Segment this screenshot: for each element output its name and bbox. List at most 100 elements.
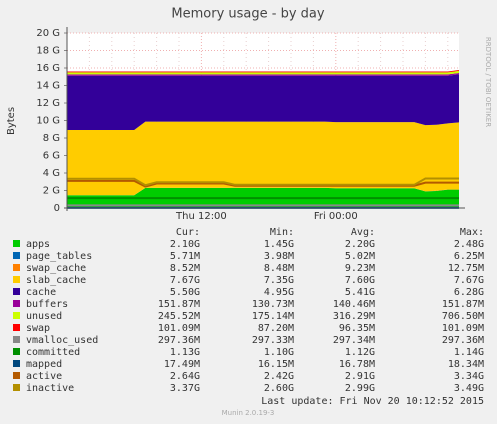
legend-stat: 6.25M xyxy=(454,251,484,262)
y-tick-label: 18 G xyxy=(36,46,60,57)
legend-label: buffers xyxy=(26,299,68,310)
legend-label: inactive xyxy=(26,383,74,394)
legend-stat: 101.09M xyxy=(158,323,200,334)
legend-stat: 2.99G xyxy=(345,383,375,394)
legend-swatch xyxy=(13,324,20,331)
legend-stat: 9.23M xyxy=(345,263,375,274)
legend-stat: 245.52M xyxy=(158,311,200,322)
legend-stat: 8.52M xyxy=(170,263,200,274)
legend-stat: 151.87M xyxy=(442,299,484,310)
legend-swatch xyxy=(13,384,20,391)
area-slab-cache xyxy=(67,121,459,196)
legend-stat: 3.98M xyxy=(264,251,294,262)
legend-stat: 5.71M xyxy=(170,251,200,262)
chart-title: Memory usage - by day xyxy=(171,7,324,22)
y-axis-label: Bytes xyxy=(6,107,17,135)
axes: 0 2 G 4 G 6 G 8 G 10 G 12 G 14 G 16 G 18 G 20 G Thu… xyxy=(36,27,465,222)
legend-stat: 2.10G xyxy=(170,239,200,250)
legend-header: Min: xyxy=(270,227,294,238)
area-swap xyxy=(67,69,459,73)
legend-label: committed xyxy=(26,347,80,358)
legend-stat: 2.48G xyxy=(454,239,484,250)
legend-stat: 5.50G xyxy=(170,287,200,298)
y-tick-label: 20 G xyxy=(36,28,60,39)
area-cache xyxy=(67,74,459,130)
y-tick-label: 0 xyxy=(54,203,60,214)
y-tick-label: 14 G xyxy=(36,81,60,92)
legend-stat: 2.42G xyxy=(264,371,294,382)
footer: Munin 2.0.19-3 xyxy=(222,409,275,417)
line-inactive xyxy=(67,177,459,187)
legend-stat: 316.29M xyxy=(333,311,375,322)
side-text: RRDTOOL / TOBI OETIKER xyxy=(484,37,492,127)
legend-swatch xyxy=(13,240,20,247)
y-tick-label: 4 G xyxy=(43,168,60,179)
legend-stat: 96.35M xyxy=(339,323,375,334)
areas xyxy=(67,69,459,208)
legend-stat: 7.67G xyxy=(454,275,484,286)
legend-stat: 297.34M xyxy=(333,335,375,346)
legend-swatch xyxy=(13,348,20,355)
legend-stat: 297.36M xyxy=(158,335,200,346)
legend-stat: 8.48M xyxy=(264,263,294,274)
legend-stat: 1.13G xyxy=(170,347,200,358)
legend-stat: 101.09M xyxy=(442,323,484,334)
legend-stat: 17.49M xyxy=(164,359,200,370)
legend-stat: 151.87M xyxy=(158,299,200,310)
legend-stat: 7.35G xyxy=(264,275,294,286)
legend-swatch xyxy=(13,264,20,271)
legend-label: slab_cache xyxy=(26,275,86,286)
legend-swatch xyxy=(13,360,20,367)
legend-swatch xyxy=(13,276,20,283)
legend-stat: 1.14G xyxy=(454,347,484,358)
y-tick-label: 12 G xyxy=(36,98,60,109)
legend-header: Max: xyxy=(460,227,484,238)
legend-swatch xyxy=(13,288,20,295)
x-tick-label: Thu 12:00 xyxy=(175,211,227,222)
legend-stat: 2.20G xyxy=(345,239,375,250)
y-tick-label: 8 G xyxy=(43,133,60,144)
legend-label: active xyxy=(26,371,62,382)
legend-stat: 5.41G xyxy=(345,287,375,298)
legend: Cur: Min: Avg: Max: apps 2.10G 1.45G 2.20G 2.48G… xyxy=(13,227,484,394)
y-tick-label: 6 G xyxy=(43,151,60,162)
legend-stat: 6.28G xyxy=(454,287,484,298)
legend-stat: 16.78M xyxy=(339,359,375,370)
legend-stat: 7.67G xyxy=(170,275,200,286)
area-buffers xyxy=(67,72,459,76)
last-update: Last update: Fri Nov 20 10:12:52 2015 xyxy=(261,396,484,407)
legend-stat: 1.45G xyxy=(264,239,294,250)
legend-stat: 2.91G xyxy=(345,371,375,382)
legend-label: swap_cache xyxy=(26,263,86,274)
legend-swatch xyxy=(13,312,20,319)
legend-stat: 5.02M xyxy=(345,251,375,262)
legend-header: Avg: xyxy=(351,227,375,238)
legend-stat: 4.95G xyxy=(264,287,294,298)
legend-stat: 706.50M xyxy=(442,311,484,322)
area-unused xyxy=(67,70,459,75)
legend-label: page_tables xyxy=(26,251,92,262)
legend-stat: 175.14M xyxy=(252,311,294,322)
legend-swatch xyxy=(13,300,20,307)
legend-stat: 297.36M xyxy=(442,335,484,346)
legend-stat: 7.60G xyxy=(345,275,375,286)
legend-label: cache xyxy=(26,287,56,298)
legend-stat: 2.60G xyxy=(264,383,294,394)
legend-header: Cur: xyxy=(176,227,200,238)
legend-stat: 12.75M xyxy=(448,263,484,274)
legend-stat: 1.12G xyxy=(345,347,375,358)
legend-label: mapped xyxy=(26,359,62,370)
legend-stat: 18.34M xyxy=(448,359,484,370)
legend-stat: 87.20M xyxy=(258,323,294,334)
y-tick-label: 2 G xyxy=(43,186,60,197)
legend-stat: 130.73M xyxy=(252,299,294,310)
legend-stat: 140.46M xyxy=(333,299,375,310)
legend-stat: 297.33M xyxy=(252,335,294,346)
legend-label: apps xyxy=(26,239,50,250)
legend-swatch xyxy=(13,252,20,259)
legend-label: swap xyxy=(26,323,50,334)
legend-stat: 2.64G xyxy=(170,371,200,382)
x-tick-label: Fri 00:00 xyxy=(314,211,358,222)
legend-stat: 3.34G xyxy=(454,371,484,382)
